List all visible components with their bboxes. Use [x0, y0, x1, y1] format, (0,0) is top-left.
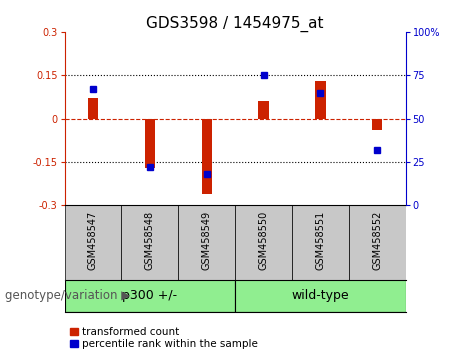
- Text: GSM458548: GSM458548: [145, 211, 155, 270]
- Bar: [178, 205, 235, 280]
- Text: p300 +/-: p300 +/-: [122, 289, 177, 302]
- Text: GSM458547: GSM458547: [88, 211, 98, 270]
- Title: GDS3598 / 1454975_at: GDS3598 / 1454975_at: [146, 16, 324, 32]
- Bar: [121, 205, 178, 280]
- Bar: [235, 205, 292, 280]
- Bar: [65, 280, 235, 312]
- Bar: [201, 119, 212, 194]
- Bar: [145, 119, 155, 168]
- Text: GSM458552: GSM458552: [372, 211, 382, 270]
- Bar: [259, 101, 269, 119]
- Text: GSM458551: GSM458551: [315, 211, 325, 270]
- Text: wild-type: wild-type: [291, 289, 349, 302]
- Bar: [88, 98, 98, 119]
- Bar: [349, 205, 406, 280]
- Legend: transformed count, percentile rank within the sample: transformed count, percentile rank withi…: [70, 327, 258, 349]
- Text: genotype/variation ▶: genotype/variation ▶: [5, 289, 130, 302]
- Bar: [65, 205, 121, 280]
- Bar: [315, 81, 325, 119]
- Text: GSM458550: GSM458550: [259, 211, 269, 270]
- Bar: [372, 119, 382, 130]
- Bar: [235, 280, 406, 312]
- Bar: [292, 205, 349, 280]
- Text: GSM458549: GSM458549: [201, 211, 212, 270]
